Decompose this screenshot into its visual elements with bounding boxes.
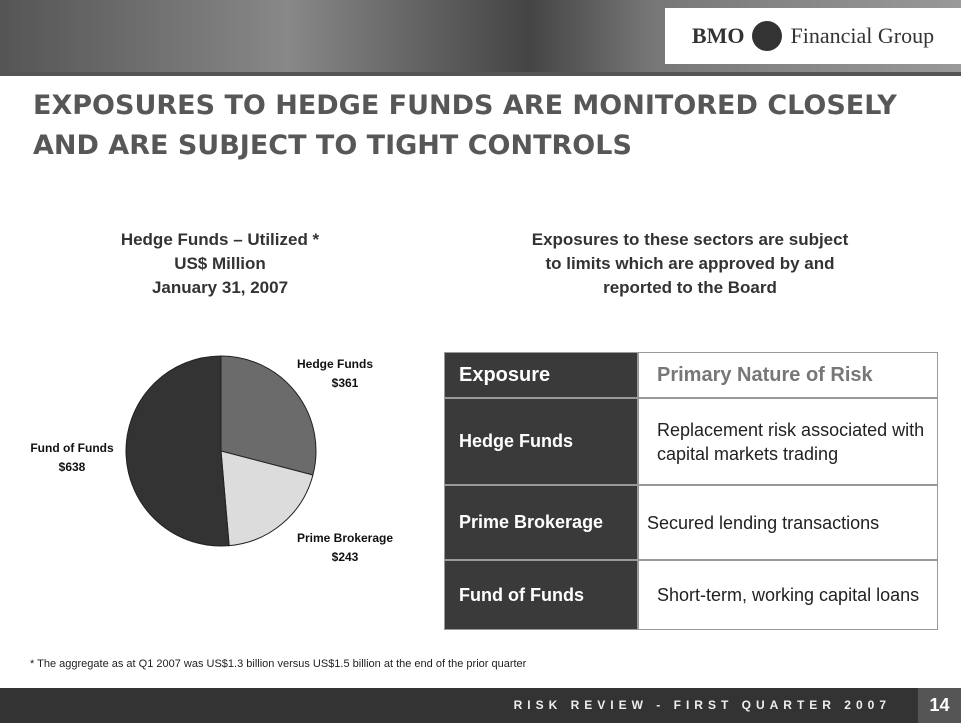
subtitle: to limits which are approved by and [545,254,835,273]
table-header: Exposure [444,352,638,398]
table-cell: Replacement risk associated with capital… [638,398,938,485]
slide-title: EXPOSURES TO HEDGE FUNDS ARE MONITORED C… [33,90,897,121]
slice-label: Fund of Funds [30,441,114,455]
table-cell: Hedge Funds [444,398,638,485]
footnote: * The aggregate as at Q1 2007 was US$1.3… [30,658,527,670]
logo-text: Financial Group [790,23,935,48]
footer-bar [0,688,918,723]
table-cell: Short-term, working capital loans [638,560,938,630]
table-cell: Prime Brokerage [444,485,638,560]
logo: BMO Financial Group [665,8,961,64]
pie-slice [125,355,230,547]
chart-title: Hedge Funds – Utilized * [120,230,320,249]
value-label: $361 [332,376,359,390]
table-cell: Secured lending transactions [638,485,938,560]
pie-chart: Hedge Funds $361 Prime Brokerage $243 Fund o… [30,355,393,564]
subtitle: reported to the Board [603,278,777,297]
slice-label: Hedge Funds [297,357,373,371]
table-header: Primary Nature of Risk [638,352,938,398]
pie-slice [220,355,317,476]
slice-label: Prime Brokerage [297,531,393,545]
value-label: $243 [332,550,359,564]
footer-text: RISK REVIEW - FIRST QUARTER 2007 [513,698,891,712]
value-label: $638 [59,460,86,474]
page-number: 14 [918,688,961,723]
chart-title: January 31, 2007 [151,278,289,297]
pie-slice [220,450,314,547]
logo-roundel [752,21,783,51]
subtitle: Exposures to these sectors are subject [531,230,849,249]
rule [0,72,961,76]
table-cell: Fund of Funds [444,560,638,630]
logo-text: BMO [691,23,745,48]
chart-title: US$ Million [174,254,266,273]
slide-title: AND ARE SUBJECT TO TIGHT CONTROLS [33,130,632,161]
